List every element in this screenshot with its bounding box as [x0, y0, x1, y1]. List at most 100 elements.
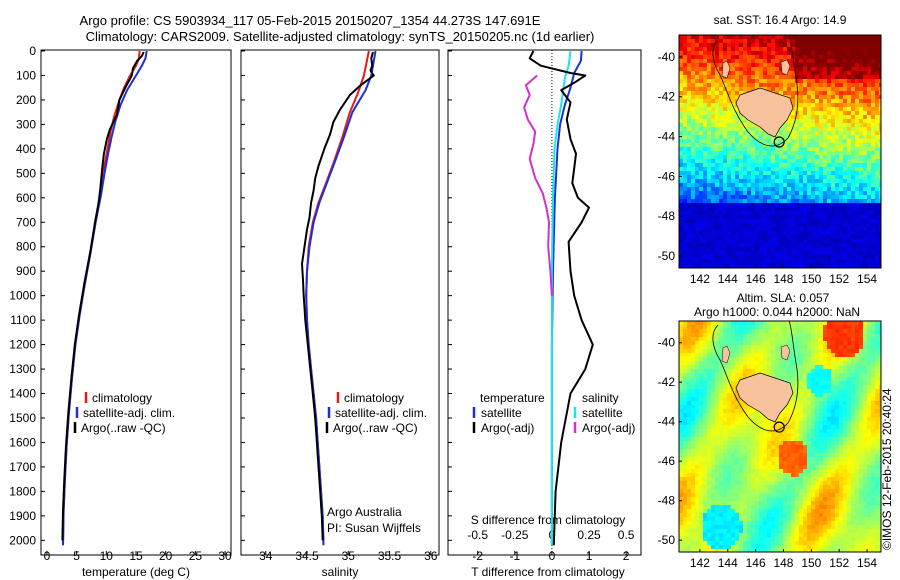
map-cell: [819, 393, 824, 398]
map-cell: [767, 191, 772, 196]
map-cell: [823, 167, 828, 172]
map-cell: [743, 325, 748, 330]
map-cell: [815, 75, 820, 80]
map-cell: [727, 231, 732, 236]
map-cell: [755, 325, 760, 330]
map-cell: [807, 389, 812, 394]
map-cell: [863, 195, 868, 200]
map-cell: [735, 349, 740, 354]
map-cell: [803, 231, 808, 236]
map-cell: [815, 223, 820, 228]
map-cell: [775, 51, 780, 56]
map-cell: [683, 247, 688, 252]
map-cell: [735, 453, 740, 458]
map-cell: [783, 127, 788, 132]
map-cell: [747, 421, 752, 426]
map-cell: [859, 215, 864, 220]
map-cell: [747, 235, 752, 240]
map-cell: [839, 207, 844, 212]
map-cell: [735, 445, 740, 450]
map-cell: [747, 87, 752, 92]
map-cell: [839, 259, 844, 264]
map-cell: [851, 381, 856, 386]
map-cell: [735, 235, 740, 240]
map-cell: [731, 357, 736, 362]
map-cell: [807, 429, 812, 434]
map-cell: [859, 167, 864, 172]
map-cell: [799, 107, 804, 112]
map-cell: [815, 231, 820, 236]
map-cell: [879, 425, 881, 430]
map-cell: [875, 425, 880, 430]
map-cell: [867, 397, 872, 402]
map-cell: [747, 441, 752, 446]
map-cell: [803, 127, 808, 132]
map-cell: [687, 183, 692, 188]
map-cell: [835, 143, 840, 148]
map-cell: [691, 437, 696, 442]
t-difference-axis-label: T difference from climatology: [471, 565, 625, 579]
map-cell: [811, 83, 816, 88]
map-cell: [719, 255, 724, 260]
map-cell: [847, 63, 852, 68]
map-cell: [747, 191, 752, 196]
map-cell: [831, 333, 836, 338]
map-cell: [747, 75, 752, 80]
map-cell: [803, 433, 808, 438]
map-cell: [699, 321, 704, 326]
legend-label-s-argo: Argo(-adj): [582, 421, 635, 435]
map-cell: [783, 219, 788, 224]
map-cell: [711, 409, 716, 414]
map-cell: [691, 421, 696, 426]
map-cell: [847, 123, 852, 128]
map-cell: [679, 401, 684, 406]
map-cell: [791, 147, 796, 152]
map-cell: [755, 127, 760, 132]
map-cell: [871, 349, 876, 354]
map-cell: [715, 445, 720, 450]
map-cell: [799, 255, 804, 260]
map-cell: [811, 251, 816, 256]
map-cell: [839, 71, 844, 76]
map-cell: [807, 159, 812, 164]
sst-map-land: [712, 35, 799, 147]
map-cell: [699, 259, 704, 264]
map-cell: [859, 159, 864, 164]
map-cell: [707, 79, 712, 84]
map-cell: [863, 369, 868, 374]
map-cell: [835, 39, 840, 44]
map-cell: [827, 199, 832, 204]
map-cell: [707, 247, 712, 252]
map-cell: [707, 95, 712, 100]
map-cell: [727, 441, 732, 446]
map-cell: [843, 401, 848, 406]
map-cell: [687, 139, 692, 144]
map-cell: [879, 143, 881, 148]
map-cell: [827, 215, 832, 220]
map-cell: [839, 341, 844, 346]
map-cell: [867, 445, 872, 450]
map-cell: [683, 91, 688, 96]
map-cell: [695, 337, 700, 342]
map-cell: [839, 63, 844, 68]
map-cell: [819, 255, 824, 260]
map-cell: [703, 163, 708, 168]
map-cell: [815, 251, 820, 256]
map-cell: [751, 247, 756, 252]
map-cell: [807, 163, 812, 168]
map-cell: [843, 219, 848, 224]
map-cell: [795, 147, 800, 152]
map-cell: [807, 401, 812, 406]
map-cell: [787, 433, 792, 438]
map-cell: [863, 175, 868, 180]
map-cell: [815, 235, 820, 240]
map-cell: [815, 163, 820, 168]
x-tick-label: 35.5: [378, 549, 402, 563]
map-cell: [879, 337, 881, 342]
map-cell: [811, 417, 816, 422]
map-cell: [775, 83, 780, 88]
map-cell: [695, 211, 700, 216]
map-cell: [831, 357, 836, 362]
map-cell: [747, 207, 752, 212]
map-cell: [811, 223, 816, 228]
